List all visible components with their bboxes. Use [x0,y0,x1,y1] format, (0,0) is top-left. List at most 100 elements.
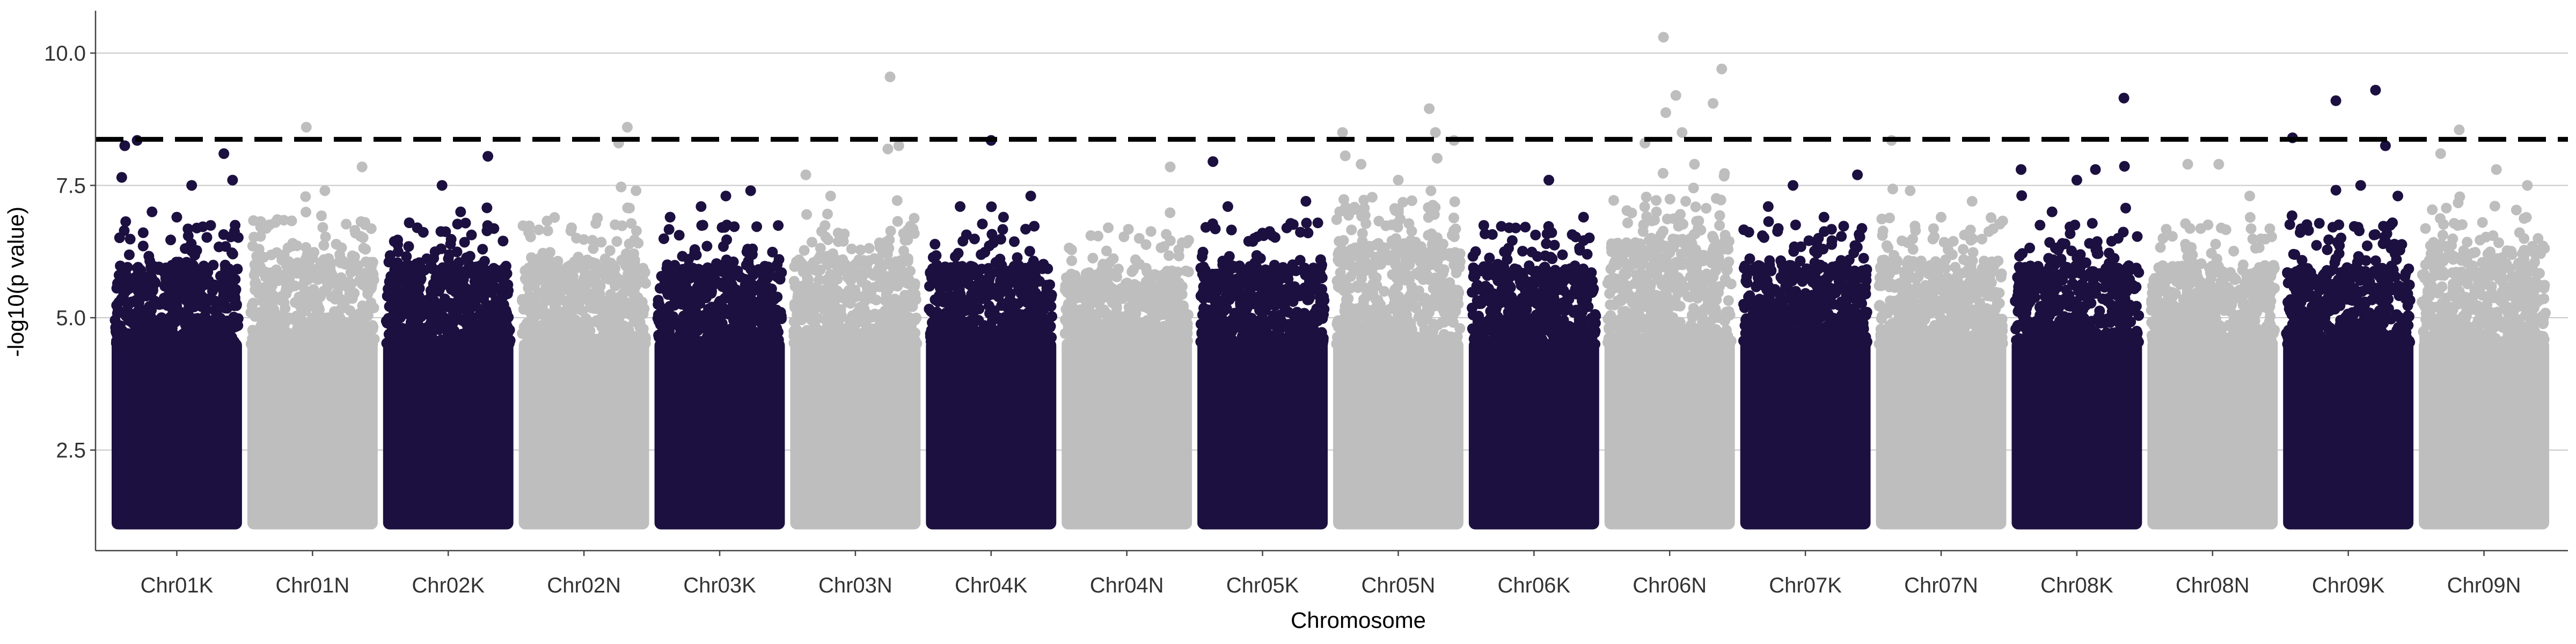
data-point [1379,286,1390,297]
peak-point [319,185,331,196]
peak-point [1430,127,1441,138]
data-point [1336,335,1347,347]
data-point [479,264,491,275]
data-point [898,228,909,239]
chromosome-group [245,121,380,530]
data-point [1174,338,1185,349]
data-point [930,313,941,325]
data-point [401,305,413,317]
data-point [841,291,853,302]
data-point [166,327,177,338]
data-point [466,229,477,240]
data-point [498,299,509,310]
data-point [1008,236,1020,247]
peak-point [1025,191,1036,202]
data-point [336,242,347,253]
data-point [856,276,867,288]
data-point [863,243,875,254]
data-point [1165,207,1176,218]
data-point [1270,264,1281,275]
data-point [273,310,284,321]
data-point [391,316,402,327]
data-point [1399,266,1410,277]
data-point [969,331,980,342]
data-point [1428,242,1439,253]
data-point [745,264,756,275]
data-point [1340,150,1351,162]
data-point [852,307,863,318]
data-point [187,282,199,294]
data-point [589,266,601,277]
data-point [130,327,142,338]
peak-point [1165,161,1176,172]
data-point [170,269,181,281]
data-point [1099,290,1110,302]
data-point [1416,317,1428,328]
data-point [981,333,992,344]
data-point [301,259,312,270]
data-point [1221,303,1232,314]
data-point [1095,333,1107,345]
data-point [189,250,200,261]
dense-point-band [654,339,785,530]
data-point [1116,328,1128,340]
data-point [1066,255,1078,266]
peak-point [884,71,896,83]
data-point [882,271,894,282]
peak-point [171,211,182,223]
data-point [612,292,624,303]
data-point [1224,251,1235,262]
data-point [580,273,591,284]
data-point [716,222,728,233]
data-point [1352,282,1364,293]
data-point [341,218,352,230]
data-point [953,247,964,259]
data-point [455,300,466,311]
data-point [1135,338,1146,349]
peak-point [356,161,368,172]
data-point [874,326,885,337]
data-point [888,312,899,324]
data-point [122,261,133,273]
data-point [957,236,969,247]
data-point [628,248,640,259]
data-point [697,219,708,231]
data-point [1147,312,1159,324]
data-point [930,239,941,250]
chromosome-group [517,121,652,530]
data-point [1148,335,1160,346]
data-point [564,279,575,290]
peak-point [301,121,312,133]
data-point [1359,251,1370,262]
data-point [133,297,144,309]
data-point [1446,308,1457,319]
data-point [457,267,468,279]
data-point [1386,317,1397,328]
data-point [247,326,259,337]
data-point [1357,228,1368,239]
data-point [482,220,493,231]
data-point [1173,312,1184,324]
peak-point [696,201,707,212]
data-point [255,216,266,227]
data-point [1315,268,1326,280]
data-point [302,274,313,286]
data-point [1103,280,1115,291]
data-point [742,244,753,255]
peak-point [745,185,756,196]
data-point [986,201,997,213]
data-point [153,318,165,330]
peak-point [1337,127,1348,138]
peak-point [825,191,836,202]
data-point [1424,230,1435,241]
data-point [231,300,242,311]
data-point [1035,336,1046,348]
data-point [180,266,191,277]
data-point [1000,272,1011,283]
peak-point [1424,103,1435,114]
data-point [721,234,733,245]
data-point [1161,229,1172,240]
peak-point [436,180,448,191]
data-point [500,309,511,320]
data-point [1093,230,1104,241]
